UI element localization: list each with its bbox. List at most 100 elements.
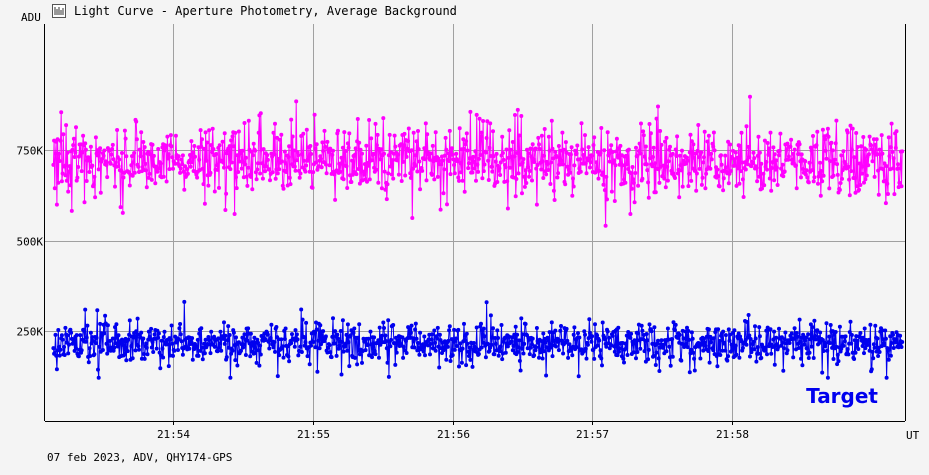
data-point: [820, 370, 825, 375]
data-point: [737, 355, 742, 360]
data-point: [346, 340, 351, 345]
data-point: [365, 343, 370, 347]
data-point: [88, 354, 93, 358]
data-point: [539, 339, 544, 344]
data-point: [779, 335, 784, 340]
data-point: [523, 322, 528, 326]
data-point: [257, 363, 262, 368]
data-point: [439, 162, 444, 167]
data-point: [98, 321, 103, 326]
data-point: [711, 348, 716, 353]
data-point: [236, 129, 241, 134]
data-point: [743, 167, 748, 172]
data-point: [297, 175, 302, 180]
data-point: [547, 148, 552, 153]
data-point: [93, 135, 98, 140]
data-point: [510, 348, 515, 353]
data-point: [240, 335, 245, 340]
data-point: [59, 179, 64, 184]
data-point: [702, 340, 707, 345]
data-point: [443, 135, 448, 140]
data-point: [849, 333, 854, 337]
data-point: [459, 360, 464, 365]
data-point: [323, 144, 328, 149]
data-point: [108, 339, 112, 343]
data-point: [854, 184, 859, 189]
data-point: [883, 178, 888, 183]
data-point: [448, 172, 453, 177]
data-point: [256, 340, 260, 345]
data-point: [679, 358, 684, 363]
data-point: [228, 167, 233, 172]
data-point: [751, 339, 756, 344]
data-point: [378, 157, 383, 162]
data-point: [233, 358, 238, 363]
data-point: [719, 162, 724, 167]
data-point: [546, 338, 551, 342]
data-point: [261, 147, 266, 152]
data-point: [199, 326, 204, 331]
data-point: [447, 324, 452, 329]
data-point: [91, 182, 96, 187]
data-point: [211, 147, 216, 152]
data-point: [747, 155, 752, 160]
data-point: [183, 164, 188, 169]
data-point: [842, 339, 847, 344]
data-point: [579, 121, 584, 126]
data-point: [828, 341, 832, 345]
data-point: [283, 326, 288, 331]
data-point: [897, 342, 902, 347]
data-point: [210, 126, 215, 131]
data-point: [80, 150, 85, 155]
data-point: [467, 345, 472, 350]
data-point: [292, 148, 297, 153]
data-point: [756, 134, 761, 139]
data-point: [58, 347, 63, 352]
y-axis-label: ADU: [21, 11, 41, 24]
data-point: [385, 360, 390, 365]
data-point: [101, 153, 106, 158]
data-point: [149, 326, 154, 331]
data-point: [721, 188, 726, 193]
data-point: [400, 335, 405, 340]
data-point: [539, 167, 544, 172]
data-point: [498, 173, 503, 177]
data-point: [614, 136, 619, 141]
data-point: [136, 164, 141, 169]
data-point: [896, 162, 900, 167]
data-point: [500, 151, 505, 155]
data-point: [249, 149, 254, 154]
data-point: [190, 357, 195, 362]
data-point: [375, 132, 380, 137]
data-point: [866, 152, 871, 157]
data-point: [706, 133, 711, 138]
data-point: [389, 172, 394, 177]
data-point: [169, 323, 174, 328]
data-point: [134, 329, 139, 334]
data-point: [227, 144, 232, 149]
data-point: [214, 163, 219, 168]
data-point: [135, 316, 140, 321]
data-point: [260, 161, 265, 166]
data-point: [396, 152, 401, 157]
data-point: [178, 170, 183, 175]
data-point: [216, 336, 221, 341]
data-point: [450, 353, 455, 358]
data-point: [789, 157, 794, 162]
data-point: [505, 344, 510, 349]
data-point: [602, 337, 607, 342]
data-point: [137, 147, 142, 152]
data-point: [129, 163, 134, 168]
data-point: [654, 350, 659, 355]
data-point: [476, 156, 481, 161]
data-point: [517, 133, 522, 138]
data-point: [382, 151, 386, 156]
data-point: [631, 180, 636, 185]
data-point: [325, 139, 330, 144]
data-point: [295, 337, 300, 342]
data-point: [597, 338, 602, 343]
data-point: [208, 170, 213, 175]
data-point: [217, 345, 221, 350]
data-point: [779, 166, 784, 171]
